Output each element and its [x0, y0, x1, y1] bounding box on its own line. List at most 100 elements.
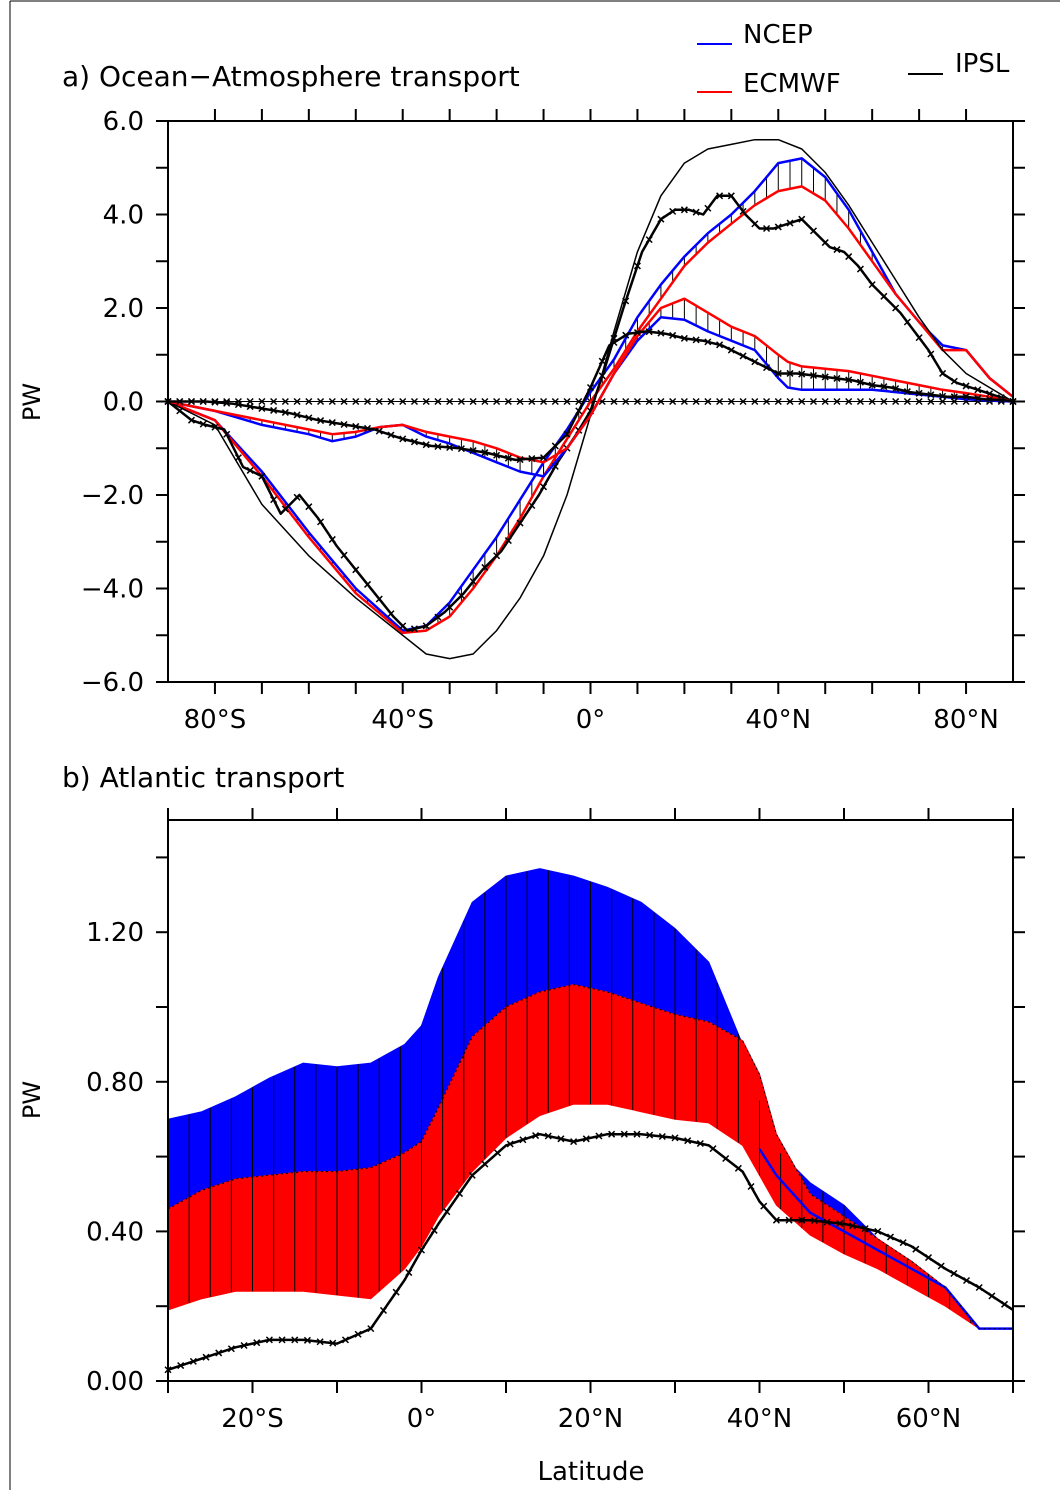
panel-a-series-ipsl-marked-component-marker — [892, 385, 900, 393]
panel-b-series-ipsl-marker — [734, 1164, 742, 1172]
panel-b-series-ipsl-marker — [379, 1306, 388, 1314]
panel-a-zero-marker — [493, 397, 501, 406]
panel-a-zero-marker — [305, 397, 313, 406]
panel-a-series-ipsl-marked-component-marker — [187, 397, 196, 406]
panel-b-plot-area: 20°S 0° 20°N 40°N 60°N 0.00 0.40 0.80 1.20 — [86, 808, 1025, 1434]
panel-a-title: a) Ocean−Atmosphere transport — [62, 60, 520, 93]
panel-a-series-ipsl-marked-component-marker — [763, 364, 771, 372]
panel-a-series-ipsl-marked-total-marker — [540, 483, 548, 491]
panel-a-x-tick-label: 0° — [576, 705, 606, 735]
panel-a-series-ecmwf-total — [167, 185, 1014, 635]
panel-a-zero-marker — [610, 397, 618, 406]
panel-b-series-ipsl-marker — [582, 1135, 590, 1143]
panel-a-zero-marker — [504, 397, 512, 406]
panel-a-series-ncep-component — [167, 316, 1014, 478]
panel-b-series-ipsl-marker — [329, 1339, 337, 1347]
panel-a-series-ipsl-marked-component-marker — [352, 422, 360, 430]
panel-a-series-ipsl-marked-total-marker — [739, 207, 747, 215]
panel-a-series-ipsl-marked-total-marker — [199, 420, 207, 428]
panel-a-series-ipsl-marked-component-marker — [387, 431, 395, 439]
panel-a-ylabel: PW — [18, 383, 46, 421]
panel-a-series-ipsl-marked-component-marker — [328, 419, 336, 427]
panel-b-series-ipsl-marker — [823, 1218, 831, 1226]
panel-a-series-ipsl-marked-component-marker — [974, 394, 982, 402]
panel-a-series-ipsl-marked-total-marker — [974, 386, 982, 394]
panel-a-series-ipsl-marked-component-marker — [504, 454, 512, 462]
panel-a-series-ipsl-marked-component-marker — [927, 391, 935, 399]
panel-a-series-ipsl-marked-total-marker — [340, 551, 348, 559]
panel-b-series-ipsl-marker — [836, 1219, 844, 1227]
panel-b-series-ipsl-marker — [684, 1137, 692, 1145]
panel-a-series-ipsl-marked-total-marker — [223, 430, 231, 438]
panel-a-series-ipsl-marked-total-marker — [375, 595, 383, 603]
panel-b-series-ipsl-marker — [557, 1135, 565, 1143]
panel-a-y-tick-label: −2.0 — [81, 481, 144, 511]
panel-b-title: b) Atlantic transport — [62, 761, 344, 794]
panel-a-series-ipsl-marked-total-marker — [845, 253, 853, 261]
panel-b-series-ipsl-marker — [506, 1140, 514, 1148]
panel-a-series-ipsl-marked-total-marker — [516, 519, 524, 527]
panel-a-zero-marker — [903, 397, 911, 406]
panel-a-series-ipsl-marked-total-marker — [434, 613, 442, 621]
panel-a-y-tick-label: −6.0 — [81, 668, 144, 698]
panel-b-series-ipsl-marker — [392, 1288, 400, 1296]
panel-a-series-ipsl-marked-total-marker — [856, 265, 864, 273]
panel-a-series-ipsl-marked-component-marker — [246, 403, 254, 411]
panel-a-series-ipsl-marked-total-marker — [293, 493, 301, 501]
panel-a-series-ipsl-marked-total-marker — [234, 454, 242, 462]
panel-a-series-ipsl-marked-component-marker — [317, 417, 325, 425]
panel-b-series-ipsl-marker — [608, 1130, 616, 1138]
panel-b-series-ipsl-marker — [215, 1349, 223, 1357]
panel-a-zero-marker — [892, 397, 900, 406]
panel-a-zero-marker — [704, 397, 712, 406]
panel-a-series-ipsl-marked-total-marker — [633, 262, 641, 270]
panel-a-series-ipsl-marked-total-marker — [176, 407, 184, 415]
panel-a-series-ipsl-marked-component-marker — [716, 341, 724, 349]
panel-a-series-ipsl-marked-total-marker — [363, 580, 372, 588]
panel-a-series-ipsl-marked-component-marker — [868, 381, 876, 389]
panel-a-series-ipsl-marked-component-marker — [939, 392, 947, 400]
panel-a-series-ipsl-marked-total-marker — [880, 292, 888, 300]
panel-a-series-ipsl-marked-component-marker — [798, 370, 806, 378]
panel-a-zero-marker — [786, 397, 794, 406]
panel-a-series-ipsl-marked-total-marker — [751, 220, 759, 228]
panel-a-zero-marker — [387, 397, 395, 406]
panel-a-series-ipsl-marked-component-marker — [856, 378, 864, 386]
panel-b-series-ipsl-marker — [405, 1269, 413, 1277]
panel-a-series-ipsl-marked-total-marker — [774, 223, 782, 231]
panel-a-series-ipsl-marked-component-marker — [340, 420, 348, 429]
panel-a-zero-marker — [434, 397, 442, 406]
panel-a-series-ipsl-marked-total-marker — [187, 416, 196, 424]
panel-b-series-ipsl-marker — [899, 1239, 907, 1247]
panel-a-series-ipsl-marked-component-marker — [645, 328, 653, 336]
panel-a-zero-marker — [809, 397, 818, 406]
panel-a-zero-marker — [845, 397, 853, 406]
panel-a-series-ipsl-marked-component-marker — [821, 373, 829, 381]
panel-a-series-ipsl-marked-total-marker — [786, 219, 794, 227]
panel-b-series-ipsl-marker — [494, 1149, 502, 1157]
panel-a-series-ipsl-marked-component-marker — [375, 427, 383, 435]
panel-a-series-ipsl-marked-component-marker — [551, 442, 559, 450]
panel-a-y-tick-label: 4.0 — [103, 201, 144, 231]
panel-a-y-tick-label: 6.0 — [103, 107, 144, 137]
panel-a-zero-marker — [727, 397, 735, 406]
panel-a-zero-marker — [328, 397, 336, 406]
panel-a-series-ipsl-marked-total-marker — [328, 535, 336, 543]
panel-a-zero-marker — [317, 397, 325, 406]
panel-a-y-tick-label: 0.0 — [103, 388, 144, 418]
panel-a-zero-marker — [363, 397, 372, 406]
panel-a-series-ipsl-marked-total-marker — [493, 552, 501, 560]
panel-a-series-ipsl-marked-total-marker — [962, 382, 970, 390]
panel-a-series-ipsl-marked-total-marker — [528, 501, 536, 510]
panel-a-series-ipsl-marked-component-marker — [258, 404, 266, 413]
panel-b-x-tick-label: 20°S — [221, 1404, 284, 1434]
panel-a-zero-marker — [563, 397, 571, 406]
panel-a-series-ipsl-marked-total-marker — [270, 496, 278, 504]
panel-b-series-ipsl-marker — [341, 1336, 349, 1344]
panel-a-series-ipsl-marked-component-marker — [845, 376, 853, 384]
panel-b-series-ipsl-marker — [671, 1134, 679, 1142]
panel-b-series-ipsl-marker — [367, 1325, 375, 1333]
panel-a-series-ipsl-total — [167, 138, 1014, 660]
panel-a-series-ipsl-marked-component-marker — [234, 401, 242, 409]
panel-a-series-ipsl-marked-component-marker — [962, 393, 970, 401]
